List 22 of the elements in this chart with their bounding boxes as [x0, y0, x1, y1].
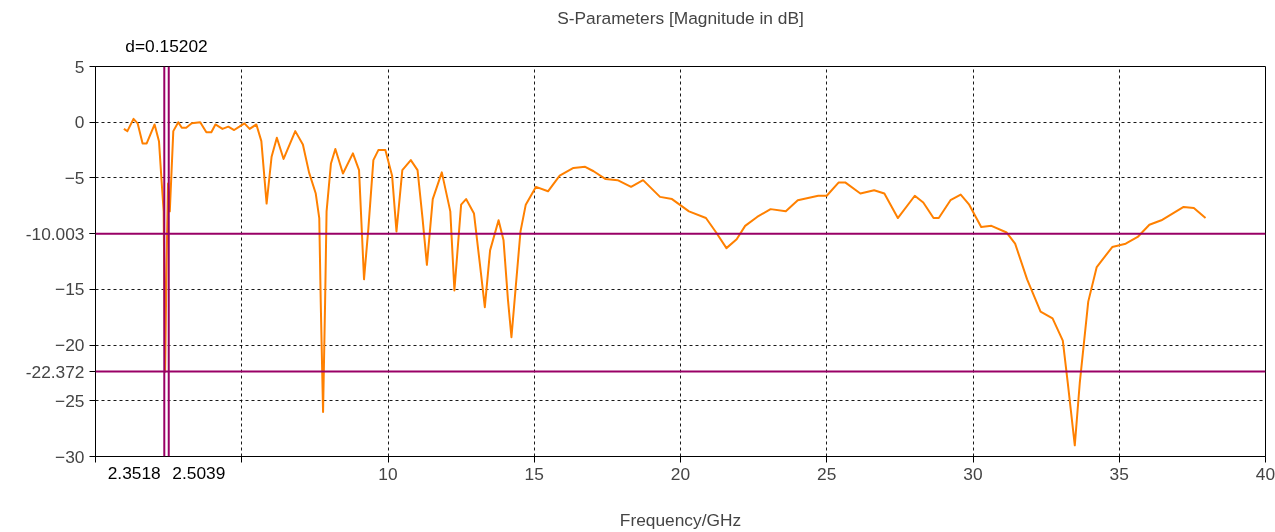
- x-tick-label: 20: [670, 463, 691, 484]
- ref-line-label: -22.372: [25, 361, 85, 382]
- x-tick-label: 15: [524, 463, 544, 484]
- y-tick-label: 0: [74, 112, 85, 133]
- x-tick-label: 25: [817, 463, 837, 484]
- chart-title: S-Parameters [Magnitude in dB]: [557, 7, 804, 28]
- x-tick-label: 40: [1255, 463, 1275, 484]
- x-tick-label: 10: [378, 463, 398, 484]
- ref-line-label: -10.003: [25, 223, 85, 244]
- y-tick-label: −25: [55, 390, 85, 411]
- x-tick-label: 30: [963, 463, 983, 484]
- text: d=0.15202: [125, 35, 208, 56]
- x-tick-label: 35: [1109, 463, 1129, 484]
- ref-line-label: 2.5039: [172, 462, 226, 483]
- y-tick-label: −30: [55, 446, 85, 467]
- y-tick-label: −20: [55, 335, 85, 356]
- line-series: [122, 117, 1207, 447]
- y-tick-label: −5: [64, 167, 85, 188]
- y-tick-label: −15: [55, 279, 85, 300]
- ref-line-label: 2.3518: [107, 462, 161, 483]
- y-tick-label: 5: [74, 56, 85, 77]
- x-axis-title: Frequency/GHz: [619, 509, 742, 530]
